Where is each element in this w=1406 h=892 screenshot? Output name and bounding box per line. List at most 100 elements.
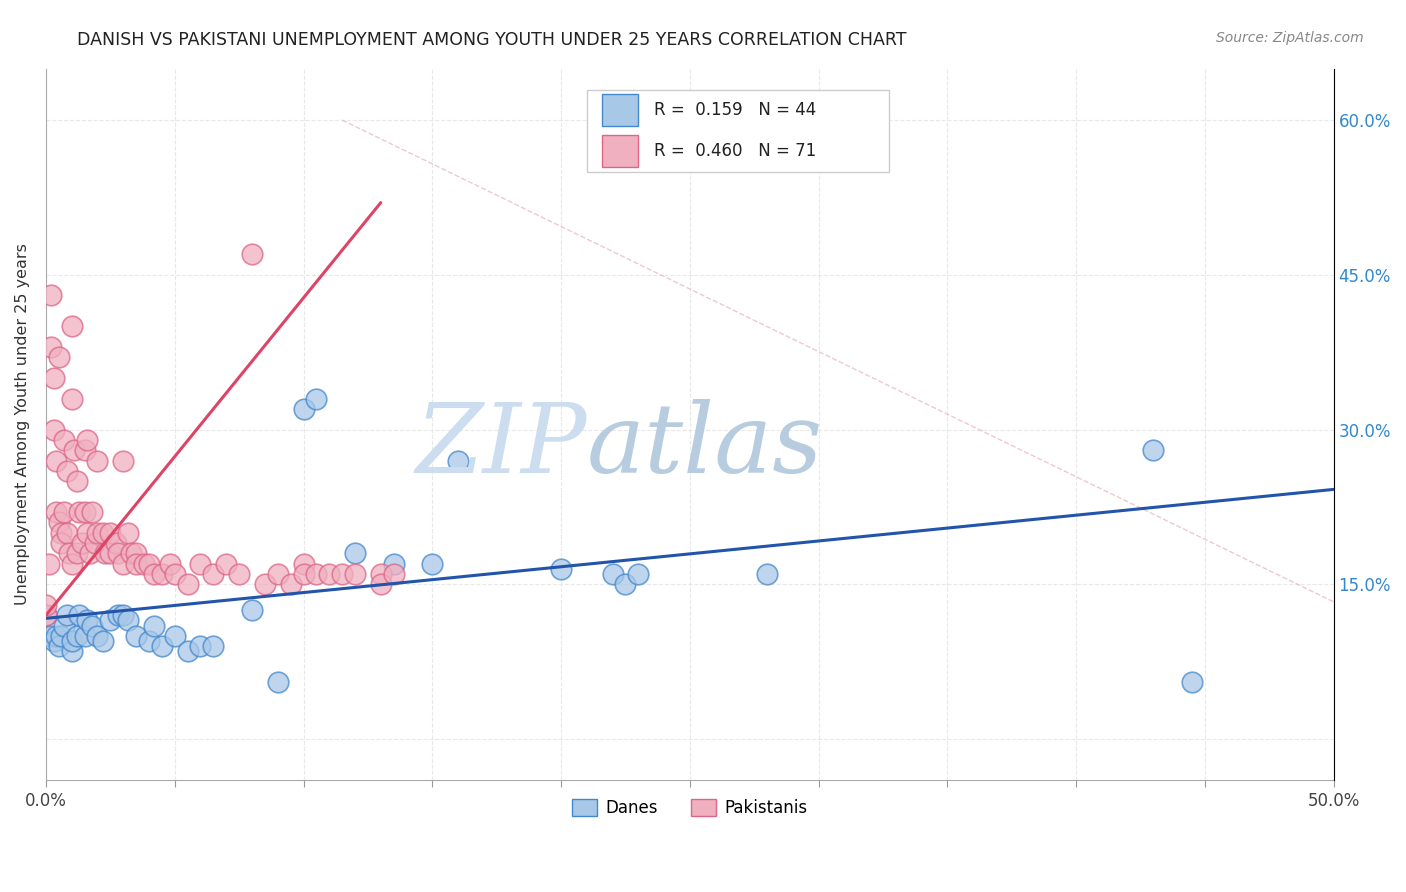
Point <box>66 474 89 488</box>
Point <box>55 464 77 478</box>
Point <box>98 525 121 540</box>
Point <box>267 566 290 581</box>
Point <box>66 546 89 560</box>
Point <box>253 577 276 591</box>
Point <box>45 453 67 467</box>
Point <box>202 639 225 653</box>
Point <box>112 453 135 467</box>
Point <box>150 566 173 581</box>
Point <box>51 525 73 540</box>
Text: R =  0.159   N = 44: R = 0.159 N = 44 <box>654 102 815 120</box>
Point <box>91 525 114 540</box>
Point <box>125 546 148 560</box>
Point <box>60 634 83 648</box>
Point <box>60 557 83 571</box>
Y-axis label: Unemployment Among Youth under 25 years: Unemployment Among Youth under 25 years <box>15 244 30 606</box>
Point <box>330 566 353 581</box>
Point <box>45 505 67 519</box>
Point <box>159 557 181 571</box>
Point <box>447 453 470 467</box>
Point <box>69 505 91 519</box>
Point <box>66 629 89 643</box>
Point <box>35 608 58 623</box>
Point <box>60 392 83 406</box>
Point <box>150 639 173 653</box>
Point <box>35 608 58 623</box>
Point <box>117 525 139 540</box>
Point <box>1181 675 1204 690</box>
Point <box>305 566 328 581</box>
Point <box>112 608 135 623</box>
Point <box>202 566 225 581</box>
Point <box>292 557 315 571</box>
Point <box>98 546 121 560</box>
Point <box>63 443 86 458</box>
Point <box>42 634 65 648</box>
Point <box>104 536 127 550</box>
Point <box>73 629 96 643</box>
Point <box>138 557 160 571</box>
Point <box>343 566 366 581</box>
Point <box>240 247 263 261</box>
Point <box>107 608 129 623</box>
Point <box>163 566 186 581</box>
Point <box>107 546 129 560</box>
Point <box>614 577 637 591</box>
Point <box>55 608 77 623</box>
Point <box>42 371 65 385</box>
Text: DANISH VS PAKISTANI UNEMPLOYMENT AMONG YOUTH UNDER 25 YEARS CORRELATION CHART: DANISH VS PAKISTANI UNEMPLOYMENT AMONG Y… <box>77 31 907 49</box>
Point <box>1142 443 1164 458</box>
Point <box>53 433 76 447</box>
Point <box>305 392 328 406</box>
Point <box>125 629 148 643</box>
Point <box>53 618 76 632</box>
Point <box>120 546 142 560</box>
Point <box>53 505 76 519</box>
Point <box>370 566 392 581</box>
Point <box>267 675 290 690</box>
Point <box>143 618 166 632</box>
Point <box>112 557 135 571</box>
Point <box>138 634 160 648</box>
Point <box>117 614 139 628</box>
FancyBboxPatch shape <box>602 95 638 127</box>
Point <box>86 525 108 540</box>
Point <box>39 288 62 302</box>
Point <box>39 340 62 354</box>
Point <box>292 401 315 416</box>
Text: ZIP: ZIP <box>415 399 586 492</box>
Point <box>370 577 392 591</box>
FancyBboxPatch shape <box>586 90 890 172</box>
FancyBboxPatch shape <box>602 136 638 168</box>
Point <box>45 629 67 643</box>
Point <box>76 614 98 628</box>
Point <box>69 608 91 623</box>
Point <box>73 443 96 458</box>
Point <box>55 525 77 540</box>
Text: R =  0.460   N = 71: R = 0.460 N = 71 <box>654 142 815 161</box>
Point <box>280 577 302 591</box>
Point <box>86 629 108 643</box>
Point <box>343 546 366 560</box>
Point <box>240 603 263 617</box>
Point <box>98 614 121 628</box>
Legend: Danes, Pakistanis: Danes, Pakistanis <box>564 790 815 825</box>
Point <box>382 557 405 571</box>
Point <box>48 639 70 653</box>
Point <box>48 516 70 530</box>
Point <box>176 644 198 658</box>
Point <box>550 562 572 576</box>
Point <box>176 577 198 591</box>
Point <box>163 629 186 643</box>
Point <box>602 566 624 581</box>
Point <box>143 566 166 581</box>
Point <box>756 566 779 581</box>
Point <box>79 546 101 560</box>
Point <box>132 557 155 571</box>
Point <box>292 566 315 581</box>
Text: Source: ZipAtlas.com: Source: ZipAtlas.com <box>1216 31 1364 45</box>
Point <box>382 566 405 581</box>
Point <box>91 634 114 648</box>
Point <box>51 629 73 643</box>
Point <box>94 546 117 560</box>
